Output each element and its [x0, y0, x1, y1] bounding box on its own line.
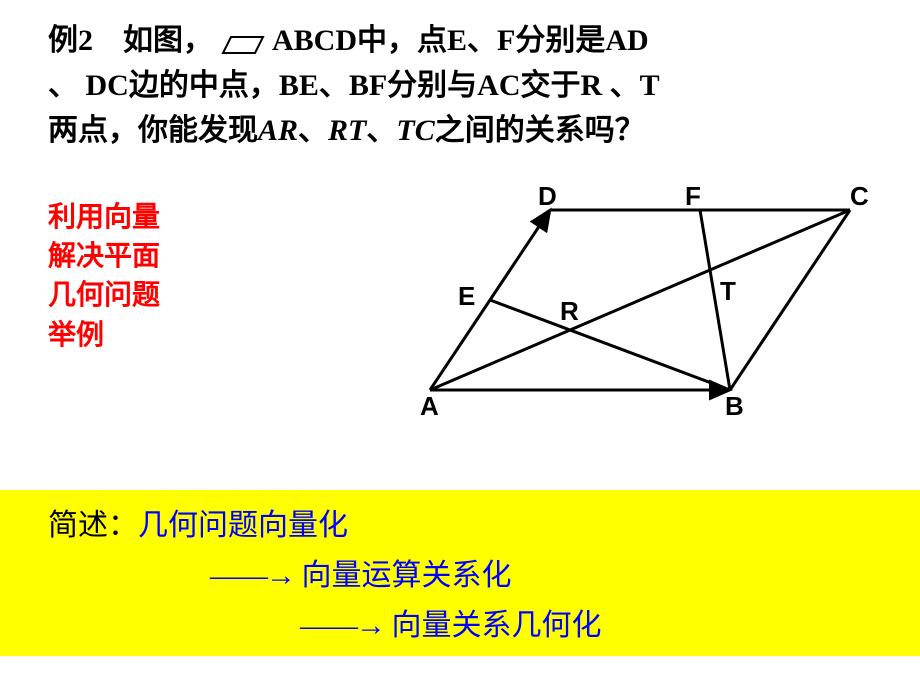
- problem-line2: 、 DC边的中点，BE、BF分别与AC交于R 、T: [48, 69, 660, 102]
- arrow-icon: ——→: [300, 609, 384, 642]
- parallelogram-icon: [221, 24, 265, 69]
- problem-line3-prefix: 两点，你能发现: [48, 114, 258, 147]
- summary-prefix: 简述：: [48, 509, 138, 542]
- summary-s3: 向量关系几何化: [384, 609, 602, 642]
- summary-s2: 向量运算关系化: [294, 559, 512, 592]
- tc: TC: [396, 114, 434, 147]
- side-note-l2: 解决平面: [48, 237, 160, 276]
- sep2: 、: [366, 114, 396, 147]
- problem-statement: 例2 如图， ABCD中，点E、F分别是AD 、 DC边的中点，BE、BF分别与…: [48, 18, 878, 153]
- side-note: 利用向量 解决平面 几何问题 举例: [48, 198, 160, 355]
- svg-text:D: D: [538, 181, 557, 211]
- svg-text:F: F: [685, 181, 701, 211]
- svg-text:E: E: [458, 281, 475, 311]
- summary-s1: 几何问题向量化: [138, 509, 348, 542]
- svg-text:A: A: [420, 391, 439, 420]
- sep1: 、: [298, 114, 328, 147]
- rt: RT: [328, 114, 366, 147]
- svg-text:T: T: [720, 276, 736, 306]
- svg-text:C: C: [850, 181, 869, 211]
- side-note-l4: 举例: [48, 316, 160, 355]
- problem-line1-rest: ABCD中，点E、F分别是AD: [272, 24, 649, 57]
- side-note-l3: 几何问题: [48, 276, 160, 315]
- summary-line3: ——→ 向量关系几何化: [0, 600, 920, 644]
- problem-prefix: 例2 如图，: [48, 24, 213, 57]
- diagram-svg: A B C D E F R T: [360, 180, 880, 420]
- svg-text:R: R: [560, 296, 579, 326]
- summary-block: 简述：几何问题向量化 ——→ 向量运算关系化 ——→ 向量关系几何化: [0, 490, 920, 656]
- arrow-icon: ——→: [210, 559, 294, 592]
- svg-text:B: B: [725, 391, 744, 420]
- geometry-diagram: A B C D E F R T: [360, 180, 880, 425]
- problem-line3-suffix: 之间的关系吗？: [435, 114, 645, 147]
- ar: AR: [258, 114, 298, 147]
- summary-line1: 简述：几何问题向量化: [0, 500, 920, 544]
- summary-line2: ——→ 向量运算关系化: [0, 550, 920, 594]
- side-note-l1: 利用向量: [48, 198, 160, 237]
